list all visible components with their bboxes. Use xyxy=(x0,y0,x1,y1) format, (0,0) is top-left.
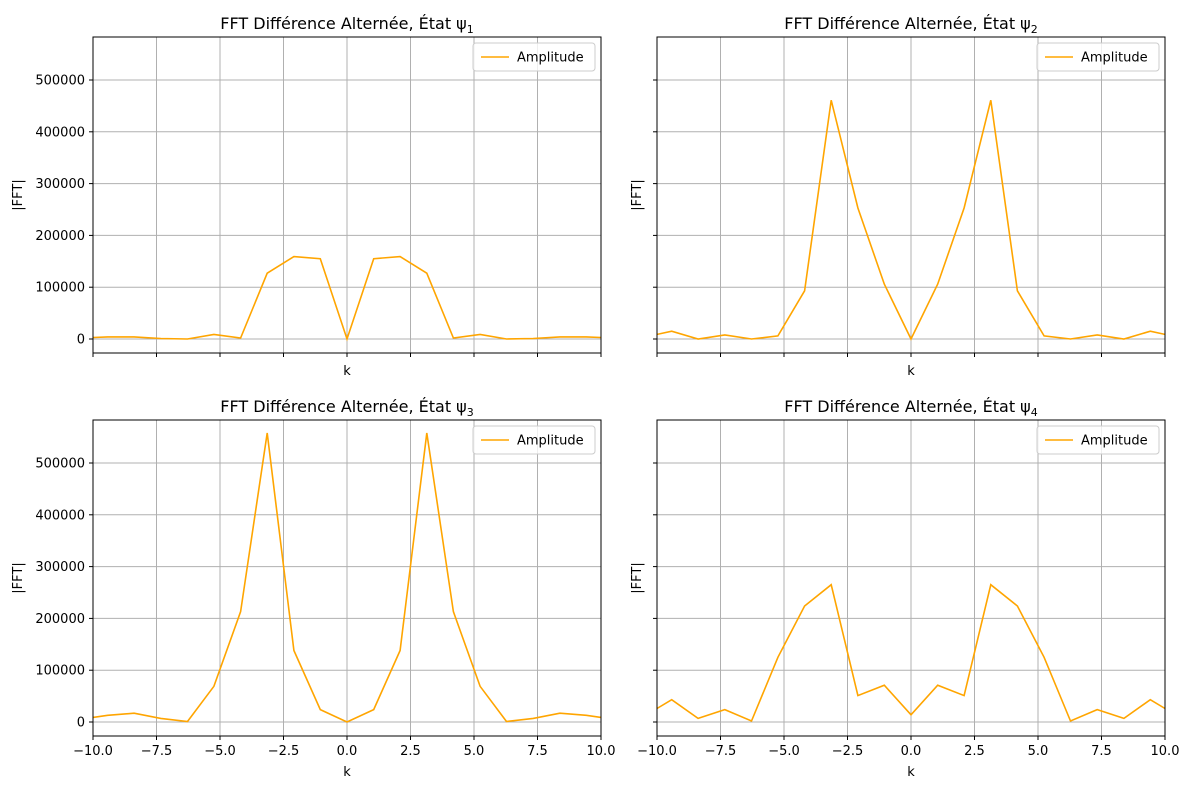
y-tick-label: 300000 xyxy=(35,560,85,575)
subplot-2: FFT Différence Alternée, État ψ2 k |FFT| Am… xyxy=(630,14,1166,379)
series-line-amplitude xyxy=(657,583,1165,723)
axes-frame xyxy=(92,419,602,737)
x-axis-label: k xyxy=(343,765,351,780)
legend: Amplitude xyxy=(1036,425,1160,455)
x-tick-label: −2.5 xyxy=(832,744,864,759)
chart-title: FFT Différence Alternée, État ψ3 xyxy=(220,397,473,419)
x-tick-label: 2.5 xyxy=(400,744,421,759)
chart-title: FFT Différence Alternée, État ψ1 xyxy=(220,14,473,36)
legend-label: Amplitude xyxy=(1081,51,1148,66)
y-tick-label: 500000 xyxy=(35,73,85,88)
y-tick-label: 400000 xyxy=(35,125,85,140)
x-tick-label: 5.0 xyxy=(464,744,485,759)
legend-label: Amplitude xyxy=(517,434,584,449)
x-axis-label: k xyxy=(907,364,915,379)
y-tick-label: 0 xyxy=(77,333,85,348)
y-axis-label: |FFT| xyxy=(630,179,645,210)
y-tick-label: 200000 xyxy=(35,612,85,627)
y-axis-label: |FFT| xyxy=(11,562,26,593)
series-line-amplitude xyxy=(93,255,601,342)
x-tick-label: 2.5 xyxy=(964,744,985,759)
x-tick-label: 5.0 xyxy=(1028,744,1049,759)
axes-frame xyxy=(656,419,1166,737)
legend: Amplitude xyxy=(1036,42,1160,72)
x-tick-label: −7.5 xyxy=(705,744,737,759)
legend-box xyxy=(472,42,596,72)
x-tick-label: −7.5 xyxy=(141,744,173,759)
x-tick-label: 0.0 xyxy=(901,744,922,759)
x-tick-label: 10.0 xyxy=(587,744,616,759)
x-tick-label: −10.0 xyxy=(637,744,677,759)
x-tick-label: 0.0 xyxy=(337,744,358,759)
y-tick-label: 0 xyxy=(77,716,85,731)
legend: Amplitude xyxy=(472,42,596,72)
x-tick-label: 7.5 xyxy=(527,744,548,759)
x-axis-label: k xyxy=(343,364,351,379)
legend-box xyxy=(1036,42,1160,72)
y-tick-label: 200000 xyxy=(35,229,85,244)
subplot-3: −10.0 −7.5 −5.0 −2.5 0.0 2.5 5.0 7.5 10.0 0 100000… xyxy=(11,397,615,780)
legend-box xyxy=(1036,425,1160,455)
y-tick-label: 500000 xyxy=(35,456,85,471)
axes-frame xyxy=(656,36,1166,354)
axes-frame xyxy=(92,36,602,354)
subplot-4: −10.0 −7.5 −5.0 −2.5 0.0 2.5 5.0 7.5 10.0 FFT Dif… xyxy=(630,397,1179,780)
legend: Amplitude xyxy=(472,425,596,455)
legend-label: Amplitude xyxy=(1081,434,1148,449)
y-axis-label: |FFT| xyxy=(11,179,26,210)
y-tick-label: 300000 xyxy=(35,177,85,192)
y-tick-label: 100000 xyxy=(35,281,85,296)
y-axis-label: |FFT| xyxy=(630,562,645,593)
y-tick-label: 400000 xyxy=(35,508,85,523)
x-axis-label: k xyxy=(907,765,915,780)
legend-box xyxy=(472,425,596,455)
chart-title: FFT Différence Alternée, État ψ4 xyxy=(784,397,1037,419)
x-tick-label: −2.5 xyxy=(268,744,300,759)
y-tick-label: 100000 xyxy=(35,664,85,679)
x-tick-label: −5.0 xyxy=(768,744,800,759)
subplot-1: 0 100000 200000 300000 400000 500000 FFT Diffé… xyxy=(11,14,602,379)
x-tick-label: 10.0 xyxy=(1151,744,1180,759)
x-tick-label: 7.5 xyxy=(1091,744,1112,759)
series-line-amplitude xyxy=(657,100,1165,341)
x-tick-label: −10.0 xyxy=(73,744,113,759)
series-line-amplitude xyxy=(93,432,601,723)
chart-title: FFT Différence Alternée, État ψ2 xyxy=(784,14,1037,36)
legend-label: Amplitude xyxy=(517,51,584,66)
x-tick-label: −5.0 xyxy=(204,744,236,759)
